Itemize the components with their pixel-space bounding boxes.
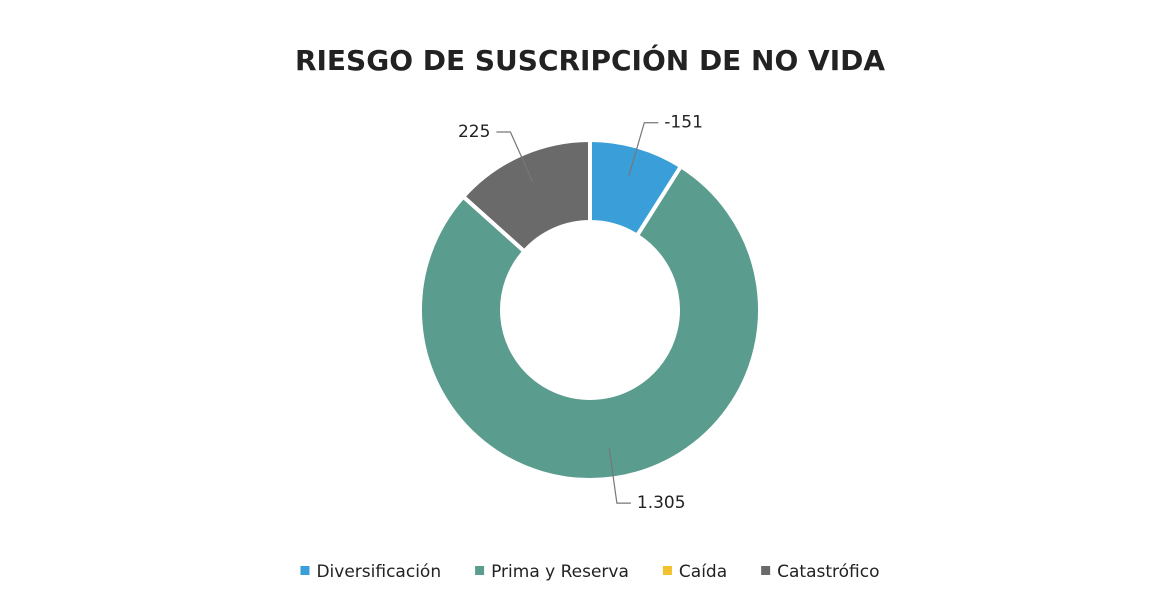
leader-line	[496, 131, 534, 183]
legend-label: Prima y Reserva	[491, 562, 629, 582]
legend-swatch	[475, 566, 485, 575]
donut-slice	[460, 137, 592, 255]
legend-label: Catastrófico	[777, 562, 879, 582]
legend-swatch	[662, 566, 672, 575]
legend-swatch	[761, 566, 771, 575]
legend-swatch	[300, 566, 310, 575]
data-label: 225	[458, 122, 490, 142]
chart-title: RIESGO DE SUSCRIPCIÓN DE NO VIDA	[295, 43, 885, 77]
data-label: 1.305	[637, 493, 686, 513]
leader-line	[628, 122, 659, 176]
data-label: -151	[664, 113, 703, 133]
donut-slice	[418, 163, 762, 482]
leader-line	[608, 448, 631, 504]
legend-label: Caída	[679, 562, 727, 582]
legend-label: Diversificación	[316, 562, 441, 582]
